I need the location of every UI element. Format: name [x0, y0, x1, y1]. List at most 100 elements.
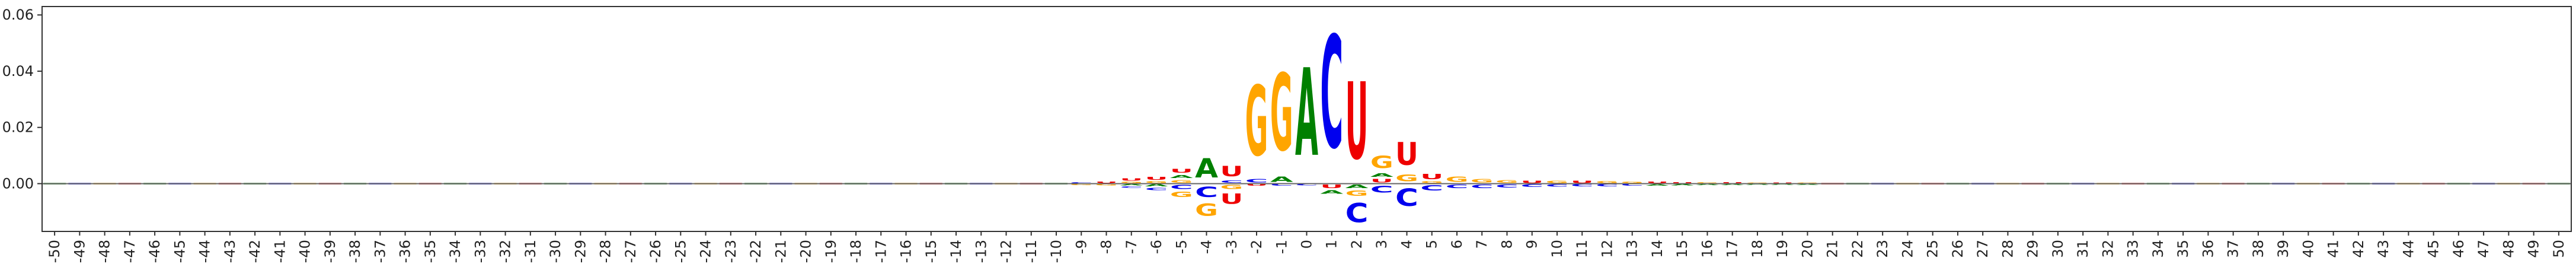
- logo-letter-A: A: [1721, 184, 1744, 186]
- logo-letter-G: G: [1471, 178, 1494, 184]
- x-tick-label: -35: [422, 240, 439, 263]
- logo-letter-A: A: [1370, 173, 1394, 178]
- x-tick-label: -9: [1073, 240, 1089, 254]
- x-tick-label: -31: [522, 240, 539, 263]
- logo-letter-G: G: [1796, 182, 1819, 183]
- x-tick-label: -49: [71, 240, 88, 263]
- x-tick-label: 5: [1424, 240, 1440, 249]
- x-tick-label: -33: [472, 240, 488, 263]
- x-tick-label: 11: [1574, 240, 1590, 258]
- x-tick-label: -46: [146, 240, 163, 263]
- x-tick-label: 27: [1974, 240, 1991, 258]
- logo-letter-G: G: [1070, 183, 1093, 185]
- x-tick-label: 36: [2200, 240, 2216, 258]
- x-tick-label: 42: [2350, 240, 2367, 258]
- x-tick-label: 1: [1324, 240, 1340, 249]
- logo-letter-U: U: [1671, 182, 1694, 183]
- logo-letter-U: U: [1520, 180, 1543, 184]
- x-tick-label: 17: [1724, 240, 1741, 258]
- logo-letter-U: U: [1170, 168, 1193, 174]
- x-tick-label: 48: [2500, 240, 2517, 258]
- x-tick-label: -29: [572, 240, 589, 263]
- x-tick-label: 32: [2099, 240, 2116, 258]
- x-tick-label: -14: [948, 240, 964, 263]
- logo-letter-G: G: [1420, 181, 1443, 184]
- logo-letter-C: C: [1145, 187, 1168, 191]
- x-tick-label: -6: [1148, 240, 1165, 254]
- x-tick-label: 7: [1474, 240, 1490, 249]
- x-tick-label: 33: [2125, 240, 2142, 258]
- logo-letter-U: U: [1345, 60, 1369, 183]
- x-tick-label: 43: [2375, 240, 2392, 258]
- x-tick-label: -30: [547, 240, 564, 263]
- x-tick-label: -10: [1048, 240, 1065, 263]
- x-tick-label: -22: [747, 240, 764, 263]
- x-tick-label: 46: [2450, 240, 2467, 258]
- logo-letter-A: A: [1170, 174, 1193, 179]
- x-tick-label: -16: [898, 240, 915, 263]
- logo-letter-U: U: [1646, 182, 1669, 184]
- logo-letter-C: C: [1270, 183, 1293, 186]
- x-tick-label: 13: [1624, 240, 1641, 258]
- x-tick-label: 8: [1498, 240, 1515, 249]
- logo-letter-C: C: [1546, 183, 1569, 188]
- logo-letter-A: A: [1320, 189, 1343, 195]
- x-tick-label: 47: [2475, 240, 2492, 258]
- x-tick-label: 21: [1824, 240, 1841, 258]
- x-tick-label: 29: [2025, 240, 2041, 258]
- x-tick-label: -39: [322, 240, 338, 263]
- x-tick-label: 44: [2400, 240, 2417, 258]
- x-tick-label: -11: [1023, 240, 1040, 263]
- logo-letter-G: G: [1621, 181, 1644, 183]
- logo-letter-C: C: [1295, 183, 1318, 186]
- x-tick-label: 3: [1373, 240, 1390, 249]
- logo-letter-A: A: [1345, 184, 1369, 189]
- x-tick-label: 19: [1774, 240, 1791, 258]
- x-tick-label: 15: [1674, 240, 1690, 258]
- x-tick-label: -40: [297, 240, 314, 263]
- logo-letter-G: G: [1495, 179, 1519, 183]
- logo-letter-U: U: [1095, 182, 1118, 184]
- logo-letter-G: G: [1596, 181, 1619, 184]
- x-tick-label: 6: [1449, 240, 1465, 249]
- x-tick-label: 45: [2425, 240, 2442, 258]
- logo-letter-G: G: [1696, 182, 1719, 184]
- logo-letter-A: A: [1671, 184, 1695, 186]
- x-tick-label: -26: [647, 240, 664, 263]
- x-tick-label: -18: [848, 240, 864, 263]
- logo-letter-G: G: [1746, 182, 1769, 183]
- logo-letter-C: C: [1395, 184, 1418, 212]
- logo-letter-A: A: [1796, 184, 1820, 185]
- logo-letter-C: C: [1245, 178, 1268, 183]
- logo-letter-U: U: [1571, 180, 1594, 184]
- logo-letter-U: U: [1721, 182, 1744, 184]
- x-tick-label: 50: [2551, 240, 2567, 258]
- x-tick-label: 39: [2275, 240, 2291, 258]
- x-tick-label: -21: [772, 240, 789, 263]
- x-tick-label: 40: [2300, 240, 2316, 258]
- logo-letter-G: G: [1370, 153, 1394, 173]
- logo-letter-G: G: [1546, 180, 1569, 184]
- logo-letter-U: U: [1320, 184, 1343, 189]
- logo-letter-G: G: [1220, 184, 1243, 190]
- plot-background: [42, 7, 2571, 231]
- logo-letter-C: C: [1170, 184, 1193, 190]
- x-tick-label: -23: [723, 240, 739, 263]
- logo-letter-C: C: [1370, 184, 1394, 195]
- logo-letter-U: U: [1220, 190, 1243, 207]
- logo-letter-A: A: [1295, 43, 1318, 183]
- x-tick-label: -4: [1198, 240, 1215, 254]
- logo-letter-C: C: [1621, 183, 1644, 186]
- logo-letter-U: U: [1220, 163, 1243, 180]
- x-tick-label: 41: [2325, 240, 2342, 258]
- logo-letter-U: U: [1145, 176, 1168, 181]
- logo-letter-C: C: [1120, 186, 1143, 188]
- x-tick-label: 0: [1299, 240, 1315, 249]
- logo-letter-G: G: [1245, 66, 1268, 179]
- x-tick-label: 22: [1849, 240, 1866, 258]
- logo-letter-C: C: [1446, 184, 1469, 189]
- x-tick-label: -32: [497, 240, 514, 263]
- logo-letter-C: C: [1070, 182, 1093, 184]
- x-tick-label: -42: [247, 240, 263, 263]
- x-tick-label: -38: [347, 240, 363, 263]
